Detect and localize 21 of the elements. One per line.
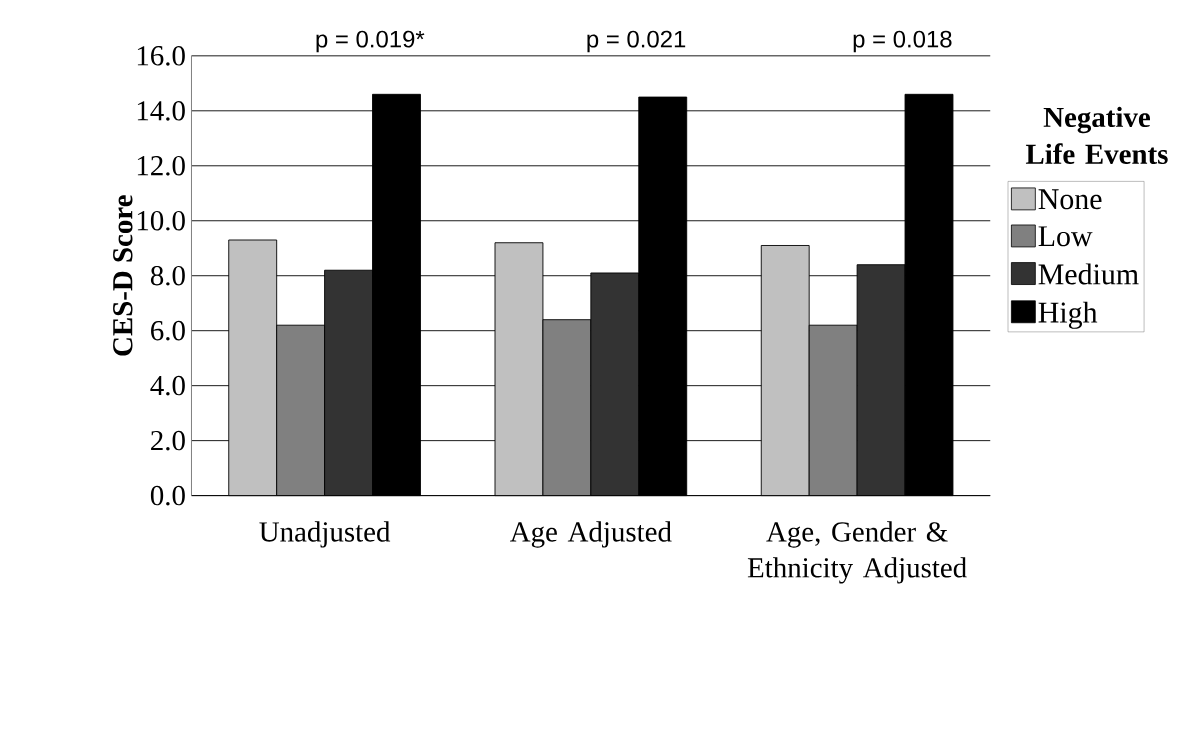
y-tick-label: 12.0 bbox=[137, 155, 185, 176]
x-tick-label: Unadjusted bbox=[259, 521, 391, 548]
y-tick-label: 16.0 bbox=[137, 46, 185, 66]
y-tick-label: 10.0 bbox=[137, 210, 185, 231]
legend-label: High bbox=[1038, 301, 1098, 329]
text: p = 0.018 bbox=[853, 30, 952, 53]
y-tick-label: 4.0 bbox=[150, 375, 185, 396]
y-tick-label: 14.0 bbox=[137, 101, 185, 121]
legend-label: None bbox=[1038, 189, 1102, 210]
text: p = 0.021 bbox=[587, 30, 686, 53]
y-tick-label: 6.0 bbox=[151, 320, 185, 341]
y-axis-title: CES-D Score bbox=[113, 195, 133, 356]
y-tick-label: 8.0 bbox=[150, 265, 185, 286]
x-tick-label: Age Adjusted bbox=[510, 521, 672, 548]
text: p = 0.019* bbox=[316, 30, 425, 53]
legend-label: Medium bbox=[1038, 263, 1139, 285]
legend-title: Negative Life Events bbox=[1025, 106, 1168, 165]
y-tick-label: 0.0 bbox=[150, 485, 185, 506]
x-tick-label: Age, Gender & Ethnicity Adjusted bbox=[747, 521, 967, 584]
legend-label: Low bbox=[1038, 226, 1093, 247]
y-tick-label: 2.0 bbox=[151, 430, 185, 451]
